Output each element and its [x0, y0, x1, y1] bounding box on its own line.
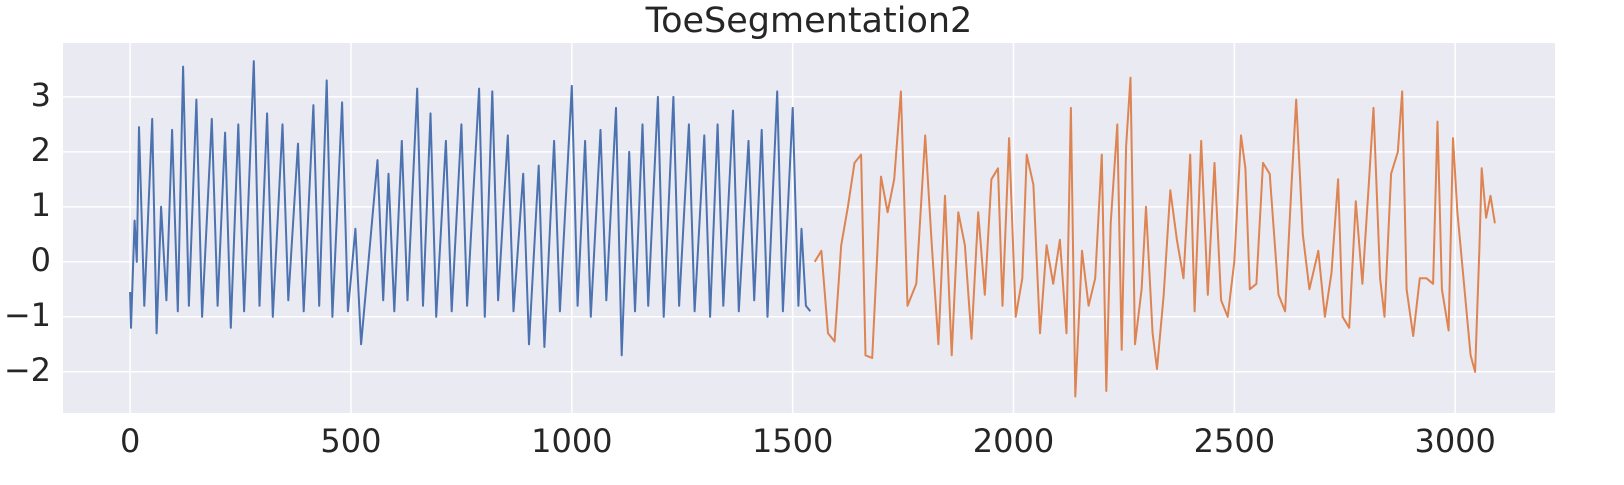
- y-tick-label: −2: [4, 351, 51, 389]
- chart-title: ToeSegmentation2: [645, 1, 973, 41]
- x-tick-label: 1000: [531, 422, 612, 460]
- y-tick-label: −1: [4, 296, 51, 334]
- series-line: [129, 60, 812, 357]
- y-tick-label: 2: [31, 131, 51, 169]
- plot-area: [63, 43, 1555, 413]
- y-tick-label: 3: [31, 76, 51, 114]
- y-tick-label: 1: [31, 186, 51, 224]
- x-tick-label: 1500: [752, 422, 833, 460]
- x-tick-label: 500: [320, 422, 381, 460]
- x-tick-label: 2500: [1194, 422, 1275, 460]
- x-tick-label: 0: [120, 422, 140, 460]
- y-tick-label: 0: [31, 241, 51, 279]
- x-tick-label: 3000: [1414, 422, 1495, 460]
- series-line: [813, 76, 1496, 398]
- x-tick-label: 2000: [973, 422, 1054, 460]
